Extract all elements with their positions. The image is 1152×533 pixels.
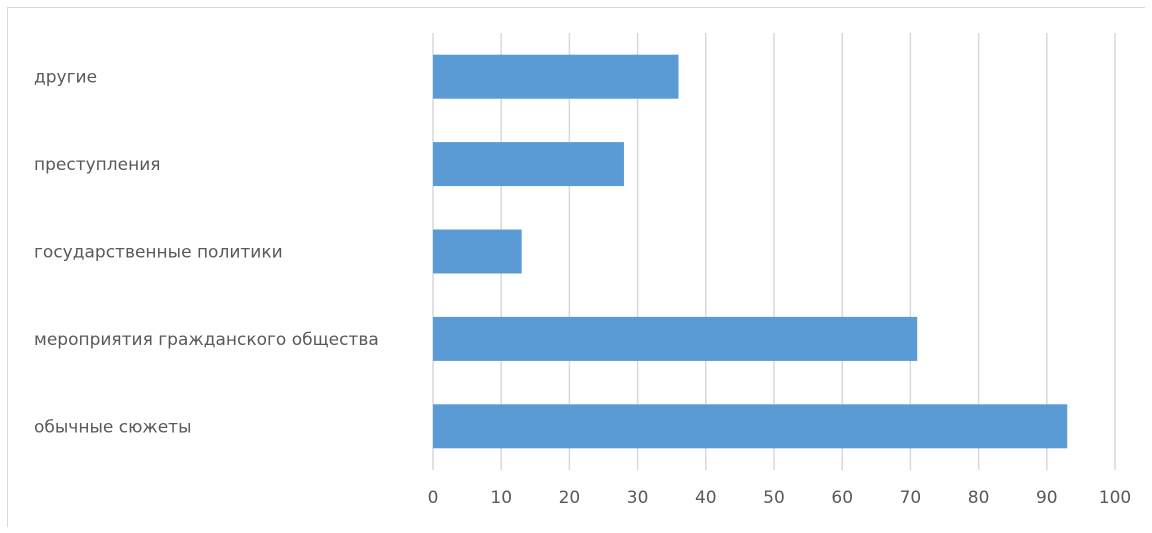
x-tick-label: 40 [695, 488, 717, 508]
x-tick-label: 20 [559, 488, 581, 508]
category-label: другие [34, 68, 97, 88]
category-label: преступления [34, 155, 161, 175]
x-tick-label: 90 [1036, 488, 1058, 508]
x-tick-label: 50 [763, 488, 785, 508]
x-tick-label: 60 [831, 488, 853, 508]
x-tick-label: 30 [627, 488, 649, 508]
bar-3 [433, 316, 918, 361]
category-labels: другие преступления государственные полити… [34, 68, 379, 438]
x-tick-label: 70 [900, 488, 922, 508]
chart-frame [7, 7, 1145, 527]
x-tick-labels: 0 10 20 30 40 50 60 70 80 90 100 [428, 488, 1132, 508]
bar-1 [433, 142, 624, 187]
x-tick-label: 80 [968, 488, 990, 508]
x-tick-label: 0 [428, 488, 439, 508]
bars [433, 54, 1068, 449]
category-label: государственные политики [34, 243, 283, 263]
category-label: мероприятия гражданского общества [34, 330, 379, 350]
category-label: обычные сюжеты [34, 417, 192, 437]
bar-4 [433, 404, 1068, 449]
bar-0 [433, 54, 679, 99]
x-tick-label: 100 [1099, 488, 1131, 508]
bar-2 [433, 229, 522, 274]
x-tick-label: 10 [490, 488, 512, 508]
